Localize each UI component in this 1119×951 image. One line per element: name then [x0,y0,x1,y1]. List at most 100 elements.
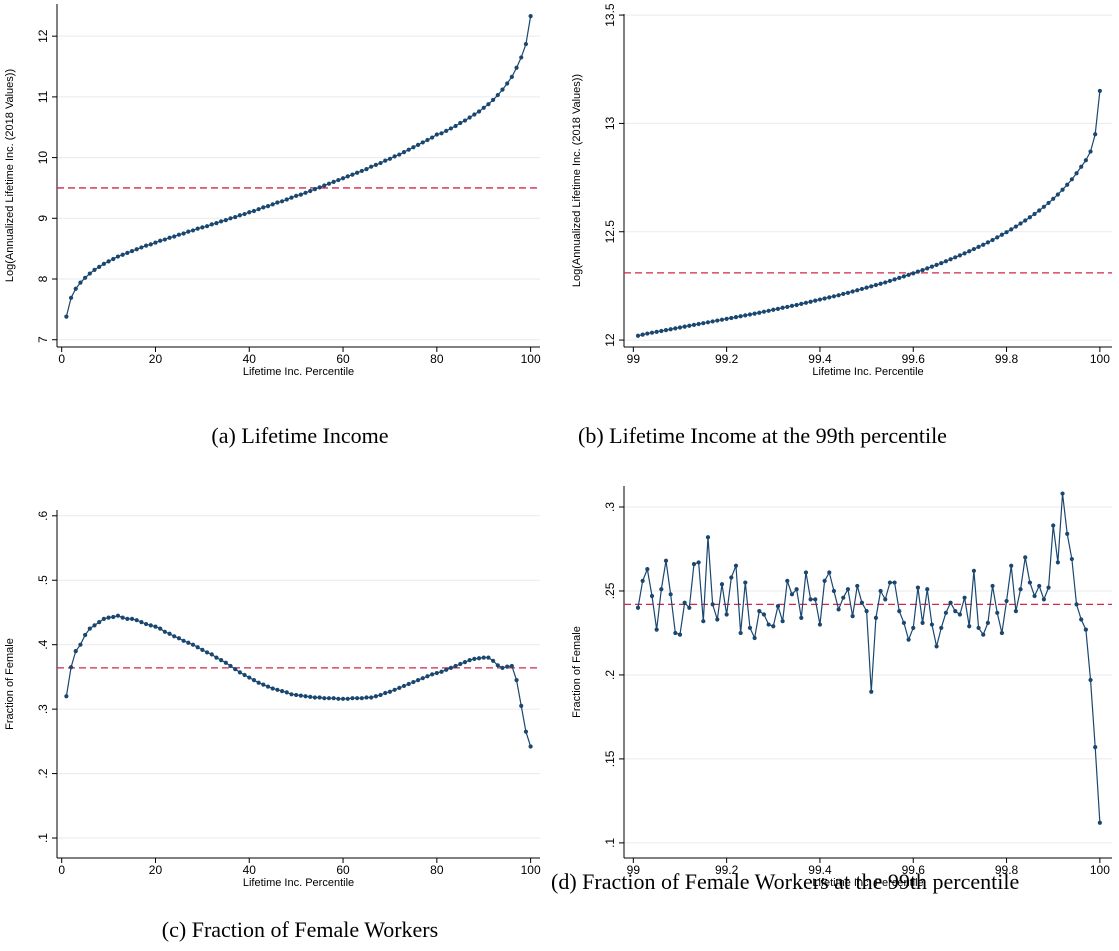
data-point [284,197,289,202]
x-tick-label: 100 [521,863,541,877]
data-point [214,221,219,226]
data-point [691,561,697,567]
data-point [448,665,454,670]
data-point [219,658,224,663]
data-point [738,314,743,319]
data-point [785,578,790,583]
data-point [939,625,944,631]
data-point [279,688,285,694]
y-tick-label: 13 [603,116,617,130]
data-point [1032,211,1037,217]
data-point [1046,200,1051,206]
data-point [523,729,529,734]
data-point [434,670,439,676]
data-point [519,55,524,60]
y-axis-title: Log(Annualized Lifetime Inc. (2018 Value… [571,74,583,287]
data-point [308,694,313,699]
data-point [869,689,874,694]
data-point [948,257,953,262]
data-point [448,126,454,131]
data-point [139,620,144,625]
data-point [500,665,505,670]
data-point [999,232,1004,237]
data-point [242,211,247,217]
data-point [190,642,196,647]
x-tick-label: 99.4 [808,863,832,877]
y-tick-label: .25 [603,582,617,599]
data-point [831,588,837,594]
data-point [682,600,687,605]
data-point [401,683,407,689]
data-point [1051,523,1056,528]
data-point [799,615,804,620]
data-point [322,696,327,701]
data-point [757,310,762,315]
data-point [486,655,491,660]
data-point [265,684,271,689]
data-point [925,587,930,592]
data-point [990,237,995,243]
x-tick-label: 0 [58,352,65,366]
data-point [434,132,439,137]
data-point [256,207,261,212]
data-point [789,592,795,597]
data-point [1041,597,1046,602]
data-point [312,187,318,192]
data-point [743,580,748,585]
data-point [911,625,916,631]
data-point [817,622,823,627]
data-point [481,105,486,110]
x-tick-label: 99.4 [808,352,832,366]
y-tick-label: .3 [36,704,50,714]
y-axis-title: Fraction of Female [571,626,583,718]
data-point [892,277,897,282]
x-tick-label: 100 [1090,352,1110,366]
data-point [733,563,739,568]
data-point [729,315,734,321]
data-point [505,81,510,86]
data-point [444,128,449,133]
data-point [420,140,425,145]
data-point [430,672,435,677]
data-point [775,603,781,609]
x-tick-label: 60 [336,352,350,366]
data-point [1051,196,1056,201]
data-point [864,609,869,614]
data-point [836,607,841,612]
data-point [878,588,883,594]
data-point [990,583,995,589]
data-point [350,696,355,701]
data-point [953,255,958,260]
caption: (d) Fraction of Female Workers at the 99… [551,869,1020,894]
data-point [1065,182,1070,187]
data-point [387,156,393,161]
data-point [981,632,986,637]
data-point [115,254,121,259]
data-point [1046,585,1051,590]
data-point [640,332,645,337]
x-tick-label: 99.8 [995,352,1019,366]
data-point [1013,224,1018,229]
data-point [491,658,496,663]
data-point [859,600,865,605]
data-point [223,660,228,665]
data-point [392,687,397,692]
data-point [841,291,846,297]
data-point [1004,230,1009,235]
data-point [696,560,701,565]
x-tick-label: 20 [149,352,163,366]
data-point [971,568,977,573]
data-point [462,659,468,665]
caption: (b) Lifetime Income at the 99th percenti… [578,423,947,448]
data-point [223,218,228,223]
data-point [265,204,271,209]
data-point [97,620,102,625]
data-point [771,624,776,629]
data-point [743,313,748,318]
data-point [219,219,224,224]
data-point [326,181,332,186]
data-point [186,640,191,645]
data-point [705,320,711,325]
